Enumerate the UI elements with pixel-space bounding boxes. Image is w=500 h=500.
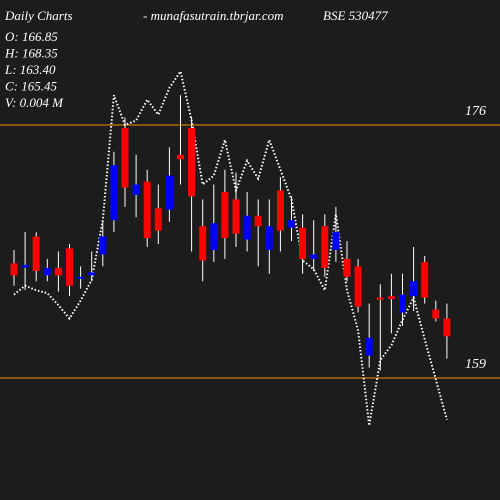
ohlc-info: C: 165.45	[5, 78, 58, 93]
candle-body	[343, 258, 351, 277]
candle-body	[66, 248, 73, 286]
candle-body	[299, 227, 307, 259]
candle-body	[77, 276, 85, 279]
candle-body	[288, 220, 295, 228]
ohlc-info: V: 0.004 M	[5, 95, 64, 110]
candle-body	[10, 263, 18, 276]
candle-body	[21, 264, 29, 268]
symbol: BSE 530477	[323, 8, 388, 23]
candle-body	[221, 191, 229, 239]
candle-body	[321, 226, 329, 268]
candle-body	[143, 181, 151, 239]
candle-body	[276, 190, 284, 231]
candle-body	[188, 127, 196, 197]
candle-body	[376, 297, 384, 300]
candle-body	[110, 165, 118, 221]
candle-body	[387, 296, 395, 300]
dotted-line	[13, 68, 448, 426]
candle-body	[365, 337, 373, 356]
candle-body	[332, 232, 340, 250]
level-label: 176	[465, 104, 486, 119]
candle-body	[32, 236, 40, 271]
candle-body	[132, 184, 140, 195]
candle-body	[399, 294, 406, 313]
candle-body	[232, 199, 240, 234]
candle-body	[177, 154, 184, 160]
ohlc-info: H: 168.35	[4, 45, 58, 60]
candle-body	[421, 261, 429, 298]
candle-body	[443, 318, 451, 337]
candle-body	[265, 226, 273, 250]
candle-body	[210, 223, 218, 250]
candle-body	[154, 208, 162, 231]
candle-body	[354, 266, 362, 307]
level-label: 159	[465, 357, 486, 372]
candle-body	[121, 127, 129, 188]
ohlc-info: L: 163.40	[4, 62, 56, 77]
candle-body	[254, 215, 262, 227]
candle-body	[54, 267, 62, 276]
candle-body	[99, 236, 107, 255]
candle-body	[199, 226, 207, 261]
candle-body	[410, 281, 418, 297]
ohlc-info: O: 166.85	[5, 29, 58, 44]
candle-body	[165, 175, 173, 210]
chart-title: Daily Charts	[4, 8, 73, 23]
chart-subtitle: - munafasutrain.tbrjar.com	[143, 8, 283, 23]
candle-body	[243, 215, 251, 240]
candle-body	[432, 309, 440, 319]
candle-body	[310, 254, 318, 259]
candle-body	[43, 267, 51, 276]
candle-body	[88, 272, 96, 276]
